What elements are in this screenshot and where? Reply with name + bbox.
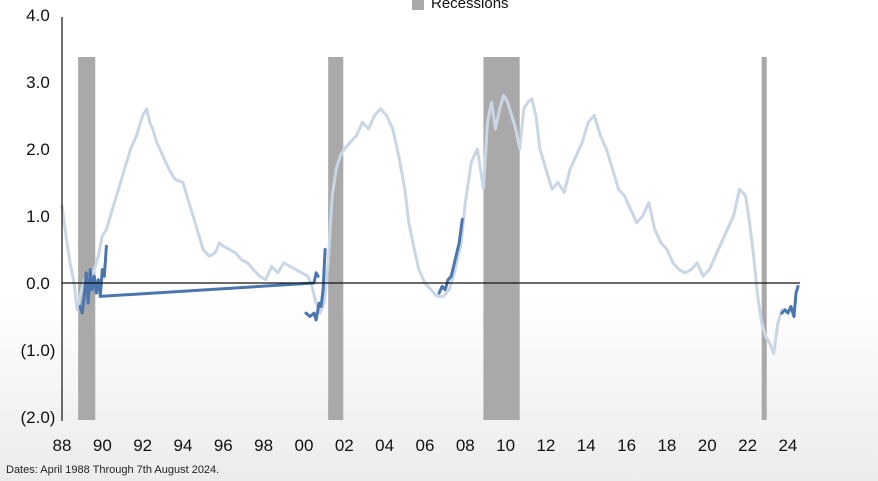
x-tick-label-10: 08 bbox=[456, 436, 475, 455]
y-tick-label-2: 2.0 bbox=[26, 140, 50, 159]
y-tick-label-6: (2.0) bbox=[21, 408, 56, 427]
series-line-highlight-0 bbox=[78, 268, 320, 315]
y-tick-label-5: (1.0) bbox=[21, 341, 56, 360]
x-tick-label-17: 22 bbox=[738, 436, 757, 455]
x-tick-label-3: 94 bbox=[174, 436, 193, 455]
x-tick-label-4: 96 bbox=[214, 436, 233, 455]
series-lines bbox=[60, 93, 800, 355]
y-tick-label-3: 1.0 bbox=[26, 207, 50, 226]
series-line-background bbox=[60, 93, 784, 355]
axes: 4.0 3.0 2.0 1.0 0.0 (1.0) (2.0) 88 90 92 94 96 98 00 0… bbox=[21, 6, 800, 455]
x-tick-label-14: 16 bbox=[617, 436, 636, 455]
recession-band-3 bbox=[761, 57, 767, 420]
x-tick-label-12: 12 bbox=[536, 436, 555, 455]
x-tick-label-2: 92 bbox=[133, 436, 152, 455]
series-line-highlight-2 bbox=[304, 248, 327, 322]
series-line-highlight-1 bbox=[98, 244, 108, 298]
x-tick-label-5: 98 bbox=[254, 436, 273, 455]
chart-footnote: Dates: April 1988 Through 7th August 202… bbox=[6, 464, 220, 476]
y-tick-label-1: 3.0 bbox=[26, 73, 50, 92]
recession-band-0 bbox=[78, 57, 96, 420]
x-tick-label-8: 04 bbox=[375, 436, 394, 455]
x-tick-label-16: 20 bbox=[698, 436, 717, 455]
legend-swatch-recessions bbox=[412, 0, 424, 10]
y-tick-label-0: 4.0 bbox=[26, 6, 50, 25]
x-tick-label-6: 00 bbox=[295, 436, 314, 455]
series-line-highlight-3 bbox=[437, 217, 464, 295]
recession-bands bbox=[78, 57, 767, 420]
x-tick-label-11: 10 bbox=[496, 436, 515, 455]
x-tick-label-18: 24 bbox=[778, 436, 797, 455]
x-tick-label-15: 18 bbox=[657, 436, 676, 455]
y-tick-label-4: 0.0 bbox=[26, 274, 50, 293]
series-line-highlight-4 bbox=[780, 284, 800, 318]
x-tick-label-1: 90 bbox=[93, 436, 112, 455]
x-tick-label-7: 02 bbox=[335, 436, 354, 455]
legend-label-recessions: Recessions bbox=[431, 0, 509, 12]
x-tick-label-13: 14 bbox=[577, 436, 596, 455]
x-tick-label-9: 06 bbox=[415, 436, 434, 455]
recession-band-1 bbox=[328, 57, 344, 420]
legend: Recessions bbox=[412, 0, 509, 12]
x-tick-label-0: 88 bbox=[53, 436, 72, 455]
